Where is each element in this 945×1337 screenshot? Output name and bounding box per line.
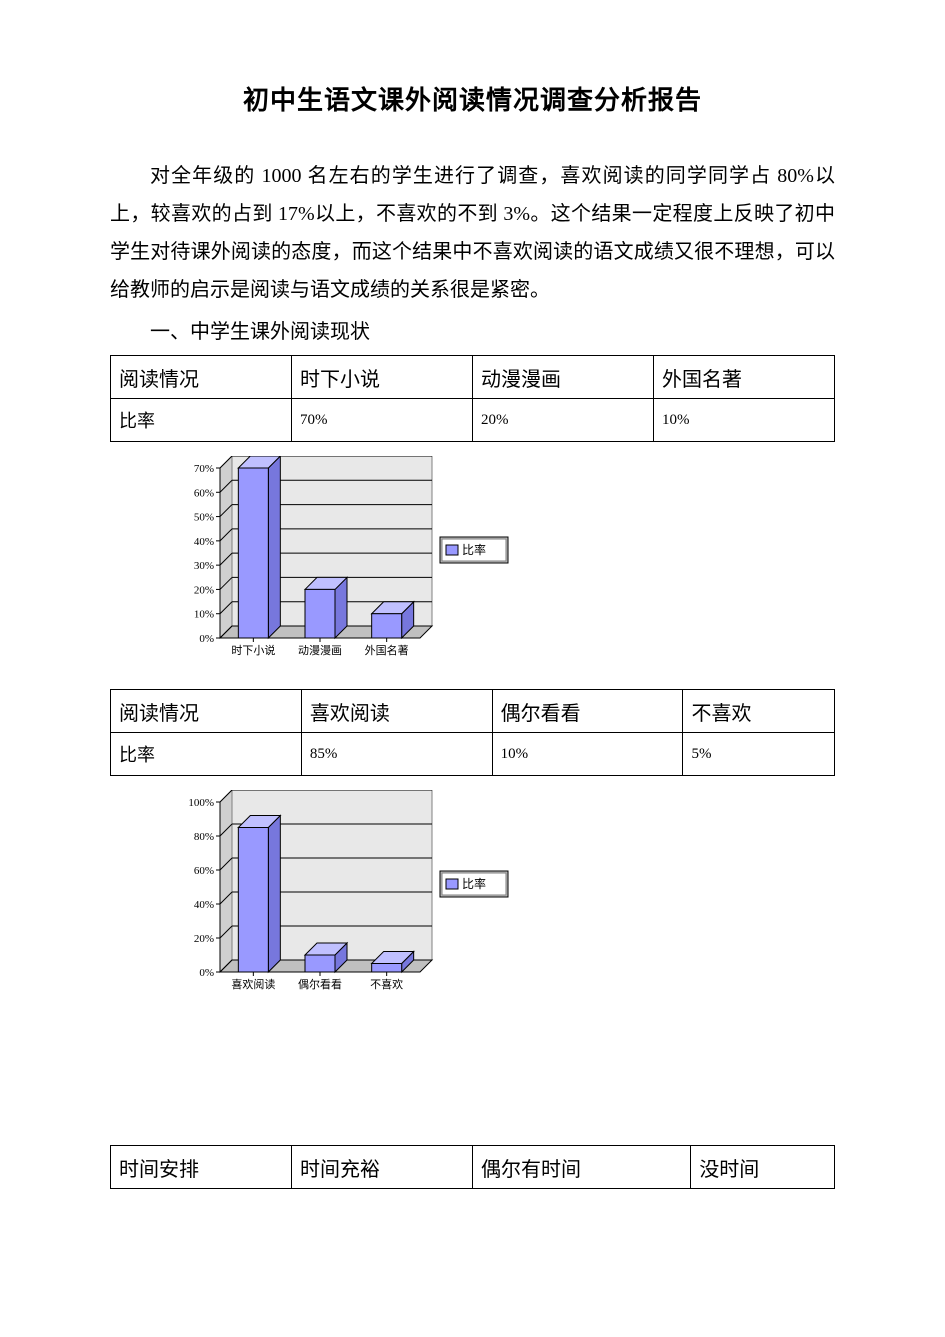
svg-text:100%: 100% bbox=[188, 797, 214, 809]
svg-text:60%: 60% bbox=[194, 865, 214, 877]
table-row: 比率 85% 10% 5% bbox=[111, 733, 835, 776]
table-cell: 70% bbox=[292, 399, 473, 442]
svg-text:30%: 30% bbox=[194, 560, 214, 572]
table-reading-type: 阅读情况 时下小说 动漫漫画 外国名著 比率 70% 20% 10% bbox=[110, 355, 835, 442]
bar-chart-2: 0% 20% 40% 60% 80% 100% 喜欢阅读 偶尔看看 不喜欢 比率 bbox=[170, 790, 530, 1000]
document-page: 初中生语文课外阅读情况调查分析报告 对全年级的 1000 名左右的学生进行了调查… bbox=[0, 0, 945, 1337]
table-row: 阅读情况 时下小说 动漫漫画 外国名著 bbox=[111, 356, 835, 399]
table-cell: 外国名著 bbox=[654, 356, 835, 399]
table-cell: 阅读情况 bbox=[111, 356, 292, 399]
table-cell: 时间充裕 bbox=[292, 1146, 473, 1189]
table-cell: 85% bbox=[301, 733, 492, 776]
svg-text:20%: 20% bbox=[194, 933, 214, 945]
svg-text:10%: 10% bbox=[194, 609, 214, 621]
table-cell: 10% bbox=[654, 399, 835, 442]
table-cell: 阅读情况 bbox=[111, 690, 302, 733]
table-cell: 时下小说 bbox=[292, 356, 473, 399]
svg-text:20%: 20% bbox=[194, 584, 214, 596]
svg-text:0%: 0% bbox=[199, 967, 214, 979]
page-title: 初中生语文课外阅读情况调查分析报告 bbox=[110, 80, 835, 117]
table-cell: 没时间 bbox=[691, 1146, 835, 1189]
svg-text:40%: 40% bbox=[194, 536, 214, 548]
svg-text:比率: 比率 bbox=[462, 876, 486, 891]
table-time: 时间安排 时间充裕 偶尔有时间 没时间 bbox=[110, 1145, 835, 1189]
svg-text:偶尔看看: 偶尔看看 bbox=[298, 977, 342, 991]
table-reading-like: 阅读情况 喜欢阅读 偶尔看看 不喜欢 比率 85% 10% 5% bbox=[110, 689, 835, 776]
svg-text:外国名著: 外国名著 bbox=[365, 643, 409, 657]
intro-paragraph: 对全年级的 1000 名左右的学生进行了调查，喜欢阅读的同学同学占 80%以上，… bbox=[110, 157, 835, 309]
table-cell: 动漫漫画 bbox=[473, 356, 654, 399]
table-cell: 喜欢阅读 bbox=[301, 690, 492, 733]
svg-text:60%: 60% bbox=[194, 487, 214, 499]
svg-text:80%: 80% bbox=[194, 831, 214, 843]
table-cell: 偶尔看看 bbox=[492, 690, 683, 733]
table-cell: 偶尔有时间 bbox=[473, 1146, 691, 1189]
table-cell: 比率 bbox=[111, 399, 292, 442]
svg-text:喜欢阅读: 喜欢阅读 bbox=[231, 977, 275, 991]
table-row: 比率 70% 20% 10% bbox=[111, 399, 835, 442]
svg-text:不喜欢: 不喜欢 bbox=[370, 977, 403, 991]
svg-text:50%: 50% bbox=[194, 512, 214, 524]
svg-text:40%: 40% bbox=[194, 899, 214, 911]
table-cell: 20% bbox=[473, 399, 654, 442]
table-cell: 10% bbox=[492, 733, 683, 776]
svg-text:时下小说: 时下小说 bbox=[231, 643, 275, 657]
svg-text:比率: 比率 bbox=[462, 542, 486, 557]
table-cell: 5% bbox=[683, 733, 835, 776]
svg-text:70%: 70% bbox=[194, 463, 214, 475]
table-cell: 比率 bbox=[111, 733, 302, 776]
spacer bbox=[110, 1023, 835, 1143]
table-row: 时间安排 时间充裕 偶尔有时间 没时间 bbox=[111, 1146, 835, 1189]
svg-text:0%: 0% bbox=[199, 633, 214, 645]
table-cell: 不喜欢 bbox=[683, 690, 835, 733]
svg-text:动漫漫画: 动漫漫画 bbox=[298, 643, 342, 657]
chart-reading-like: 0% 20% 40% 60% 80% 100% 喜欢阅读 偶尔看看 不喜欢 比率 bbox=[170, 790, 835, 1005]
chart-reading-type: 0% 10% 20% 30% 40% 50% 60% 70% 时下小说 动漫漫画 外国名著 比率 bbox=[170, 456, 835, 671]
table-row: 阅读情况 喜欢阅读 偶尔看看 不喜欢 bbox=[111, 690, 835, 733]
section-heading-1: 一、中学生课外阅读现状 bbox=[110, 313, 835, 351]
table-cell: 时间安排 bbox=[111, 1146, 292, 1189]
bar-chart-1: 0% 10% 20% 30% 40% 50% 60% 70% 时下小说 动漫漫画 外国名著 比率 bbox=[170, 456, 530, 666]
